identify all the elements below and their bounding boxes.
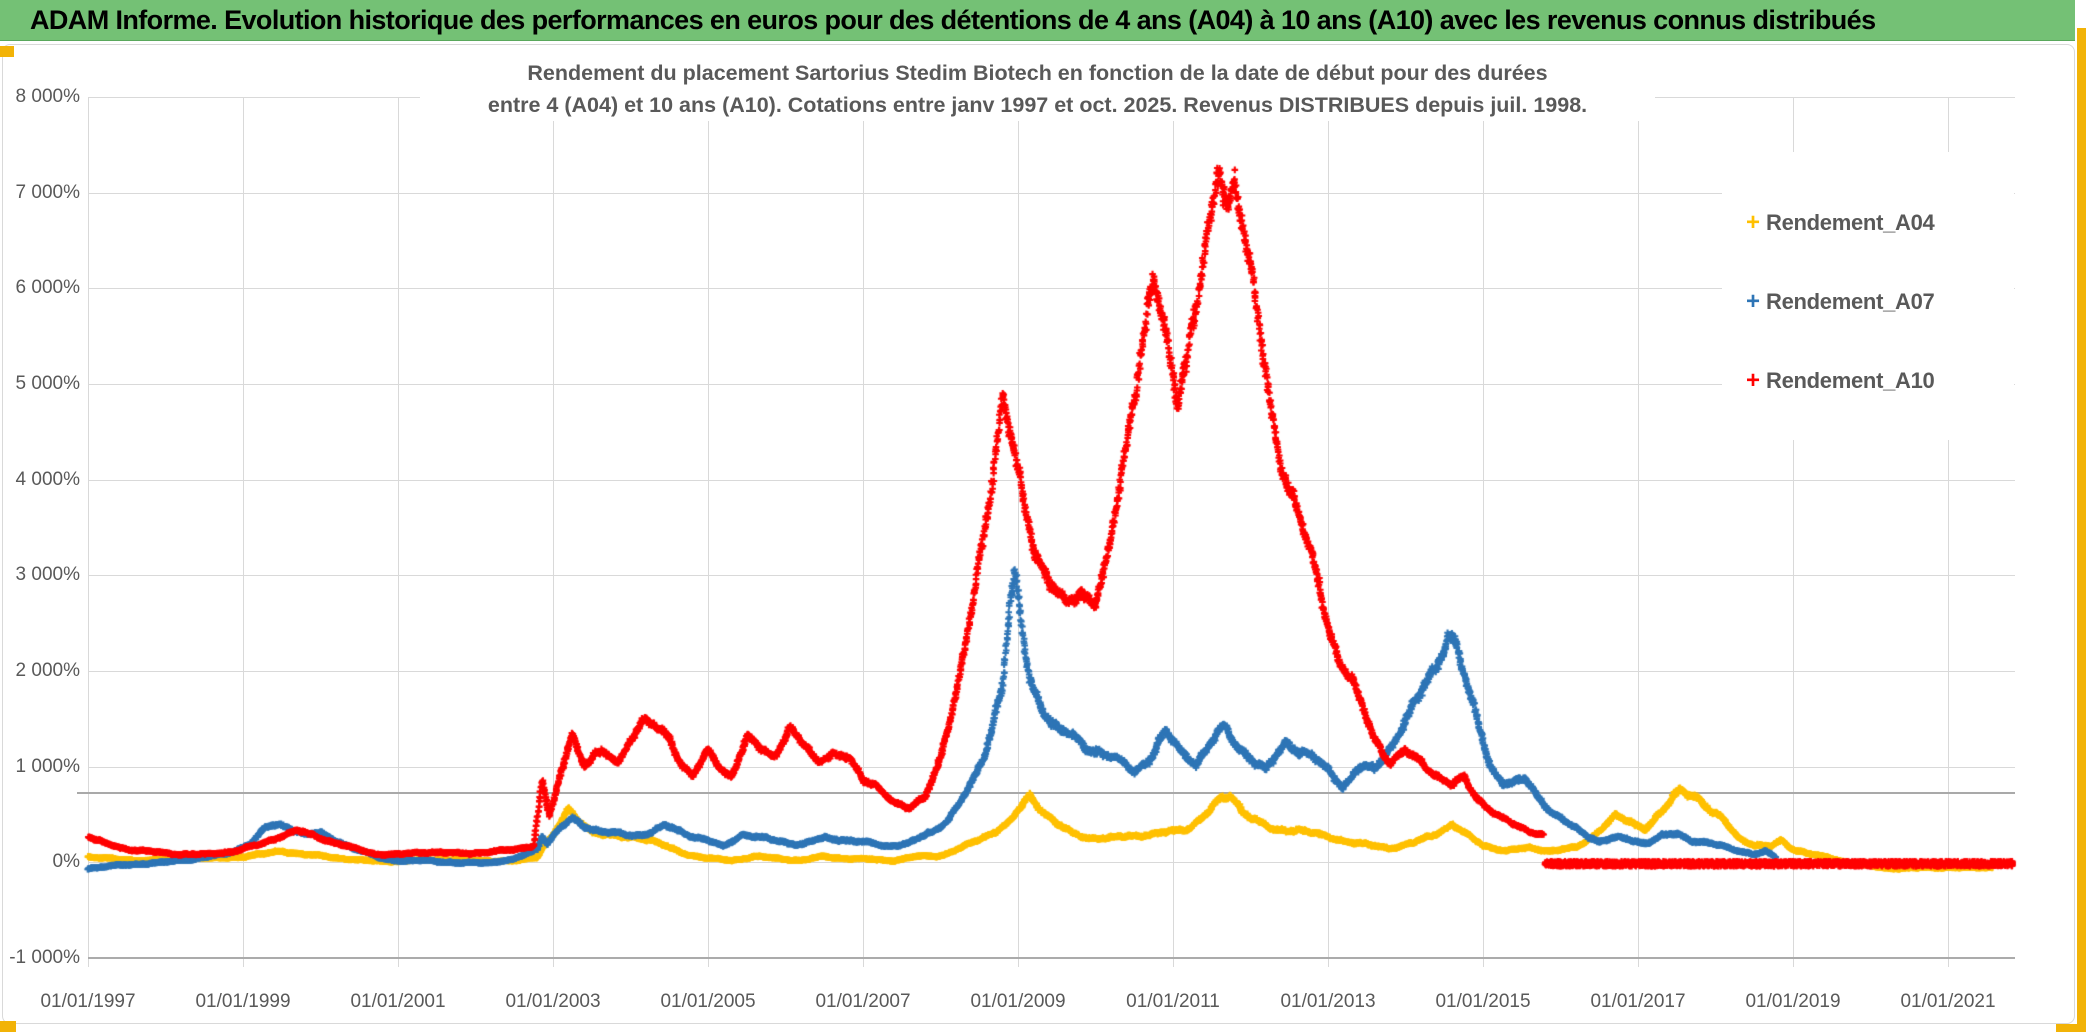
chart-title-line2: entre 4 (A04) et 10 ans (A10). Cotations… [487,93,1588,117]
legend-item-a04: + Rendement_A04 [1740,206,1935,240]
chart-title-line1: Rendement du placement Sartorius Stedim … [527,61,1548,85]
legend-label-a10: Rendement_A10 [1766,368,1935,393]
plus-marker-icon: + [1745,288,1760,315]
legend-item-a10: + Rendement_A10 [1740,364,1935,398]
legend-label-a07: Rendement_A07 [1766,289,1935,314]
plus-marker-icon: + [1745,367,1760,394]
legend: + Rendement_A04 + Rendement_A07 + Rendem… [1722,152,2014,440]
legend-label-a04: Rendement_A04 [1766,210,1935,235]
legend-item-a07: + Rendement_A07 [1740,285,1935,319]
chart-title: Rendement du placement Sartorius Stedim … [420,57,1655,121]
plus-marker-icon: + [1745,209,1760,236]
